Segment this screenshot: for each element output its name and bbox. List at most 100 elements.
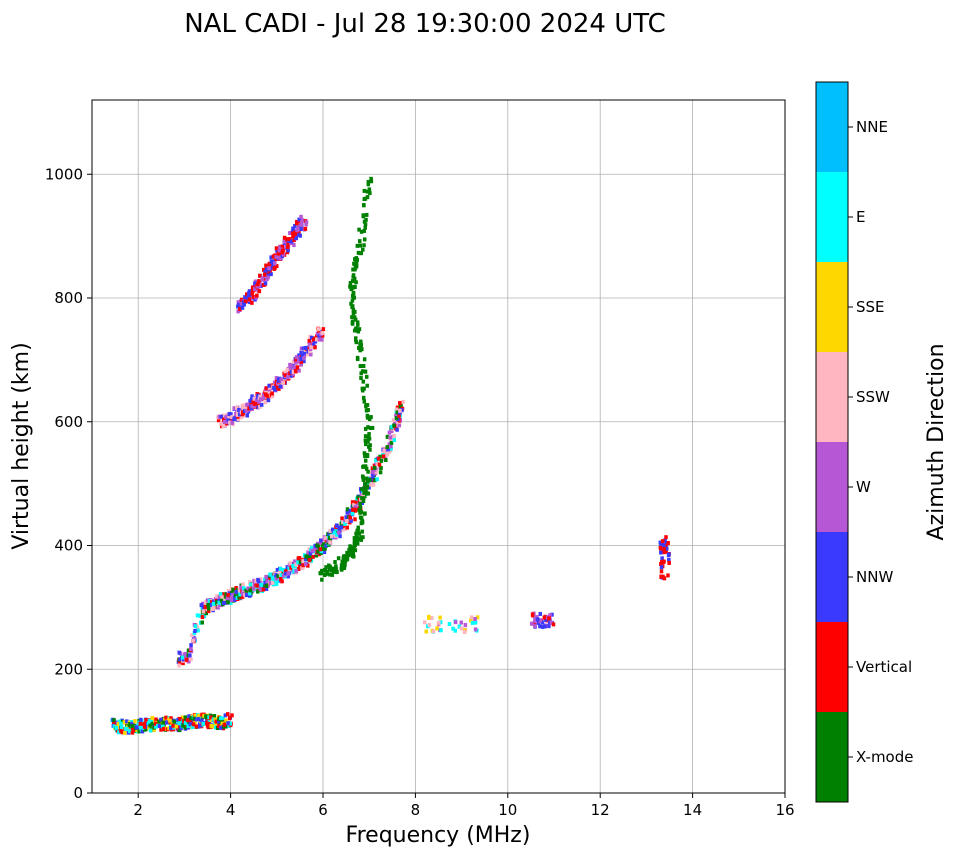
echo-point bbox=[363, 369, 368, 374]
echo-point bbox=[236, 302, 241, 307]
echo-point bbox=[320, 337, 324, 342]
echo-point bbox=[375, 461, 379, 466]
echo-point bbox=[351, 311, 356, 316]
echo-point bbox=[274, 375, 279, 380]
echo-point bbox=[352, 315, 356, 320]
echo-point bbox=[662, 550, 666, 555]
echo-point bbox=[220, 595, 224, 600]
echo-point bbox=[266, 272, 271, 277]
echo-point bbox=[263, 281, 268, 286]
x-tick-label: 2 bbox=[133, 801, 143, 819]
echo-point bbox=[233, 593, 238, 598]
echo-point bbox=[172, 719, 176, 724]
echo-point bbox=[304, 222, 308, 227]
echo-point bbox=[294, 569, 298, 574]
echo-point bbox=[365, 484, 370, 489]
echo-point bbox=[341, 520, 345, 525]
echo-point bbox=[254, 578, 258, 583]
echo-point bbox=[139, 725, 143, 730]
echo-point bbox=[281, 573, 286, 578]
echo-point bbox=[294, 357, 298, 362]
echo-point bbox=[236, 300, 241, 305]
echo-point bbox=[299, 346, 304, 351]
echo-point bbox=[392, 423, 396, 428]
echo-point bbox=[364, 374, 369, 379]
echo-point bbox=[246, 586, 250, 591]
x-tick-label: 12 bbox=[591, 801, 610, 819]
echo-point bbox=[366, 491, 370, 496]
echo-point bbox=[231, 597, 235, 602]
echo-point bbox=[270, 265, 274, 270]
echo-point bbox=[250, 290, 255, 295]
echo-point bbox=[193, 629, 197, 634]
echo-point bbox=[367, 477, 372, 482]
echo-point bbox=[325, 534, 330, 539]
echo-point bbox=[250, 586, 254, 591]
y-tick-label: 0 bbox=[73, 784, 83, 802]
echo-point bbox=[358, 515, 363, 520]
echo-point bbox=[336, 530, 341, 535]
echo-point bbox=[117, 719, 122, 724]
echo-point bbox=[257, 289, 262, 294]
echo-point bbox=[188, 653, 192, 658]
echo-point bbox=[256, 282, 260, 287]
echo-point bbox=[148, 723, 152, 728]
echo-point bbox=[189, 646, 193, 651]
echo-point bbox=[230, 420, 234, 425]
echo-point bbox=[285, 367, 289, 372]
echo-point bbox=[252, 404, 257, 409]
echo-point bbox=[274, 573, 278, 578]
echo-point bbox=[229, 412, 233, 417]
echo-point bbox=[227, 414, 231, 419]
echo-point bbox=[267, 266, 271, 271]
echo-point bbox=[150, 718, 155, 723]
echo-point bbox=[362, 451, 367, 456]
echo-point bbox=[187, 714, 191, 719]
echo-point bbox=[283, 571, 288, 576]
echo-point bbox=[360, 496, 364, 501]
echo-point bbox=[328, 572, 332, 577]
echo-point bbox=[330, 572, 335, 577]
echo-point bbox=[469, 615, 474, 620]
echo-point bbox=[186, 724, 190, 729]
echo-point bbox=[180, 655, 185, 660]
echo-point bbox=[237, 407, 241, 412]
echo-point bbox=[261, 587, 266, 592]
echo-point bbox=[286, 248, 290, 253]
echo-point bbox=[228, 721, 232, 726]
echo-point bbox=[130, 721, 134, 726]
echo-point bbox=[330, 527, 335, 532]
echo-point bbox=[204, 611, 209, 616]
echo-point bbox=[348, 552, 353, 557]
echo-point bbox=[276, 574, 281, 579]
echo-point bbox=[354, 258, 359, 263]
echo-point bbox=[139, 717, 143, 722]
echo-point bbox=[351, 507, 355, 512]
echo-point bbox=[362, 243, 366, 248]
colorbar-swatch-vertical bbox=[816, 622, 848, 712]
echo-point bbox=[453, 620, 458, 625]
echo-point bbox=[295, 365, 300, 370]
echo-point bbox=[662, 544, 666, 549]
echo-point bbox=[274, 246, 279, 251]
echo-point bbox=[240, 305, 245, 310]
echo-point bbox=[352, 543, 357, 548]
echo-point bbox=[269, 581, 273, 586]
echo-point bbox=[230, 713, 234, 718]
echo-point bbox=[240, 594, 245, 599]
x-tick-label: 8 bbox=[411, 801, 421, 819]
echo-point bbox=[317, 552, 321, 557]
echo-point bbox=[266, 275, 270, 280]
echo-point bbox=[289, 373, 294, 378]
echo-point bbox=[200, 712, 204, 717]
echo-point bbox=[298, 559, 303, 564]
echo-point bbox=[283, 370, 288, 375]
echo-point bbox=[353, 541, 358, 546]
echo-point bbox=[116, 721, 120, 726]
echo-point bbox=[235, 595, 240, 600]
echo-point bbox=[277, 251, 282, 256]
echo-point bbox=[289, 239, 294, 244]
echo-point bbox=[165, 720, 169, 725]
echo-point bbox=[666, 540, 670, 545]
echo-point bbox=[354, 340, 359, 345]
